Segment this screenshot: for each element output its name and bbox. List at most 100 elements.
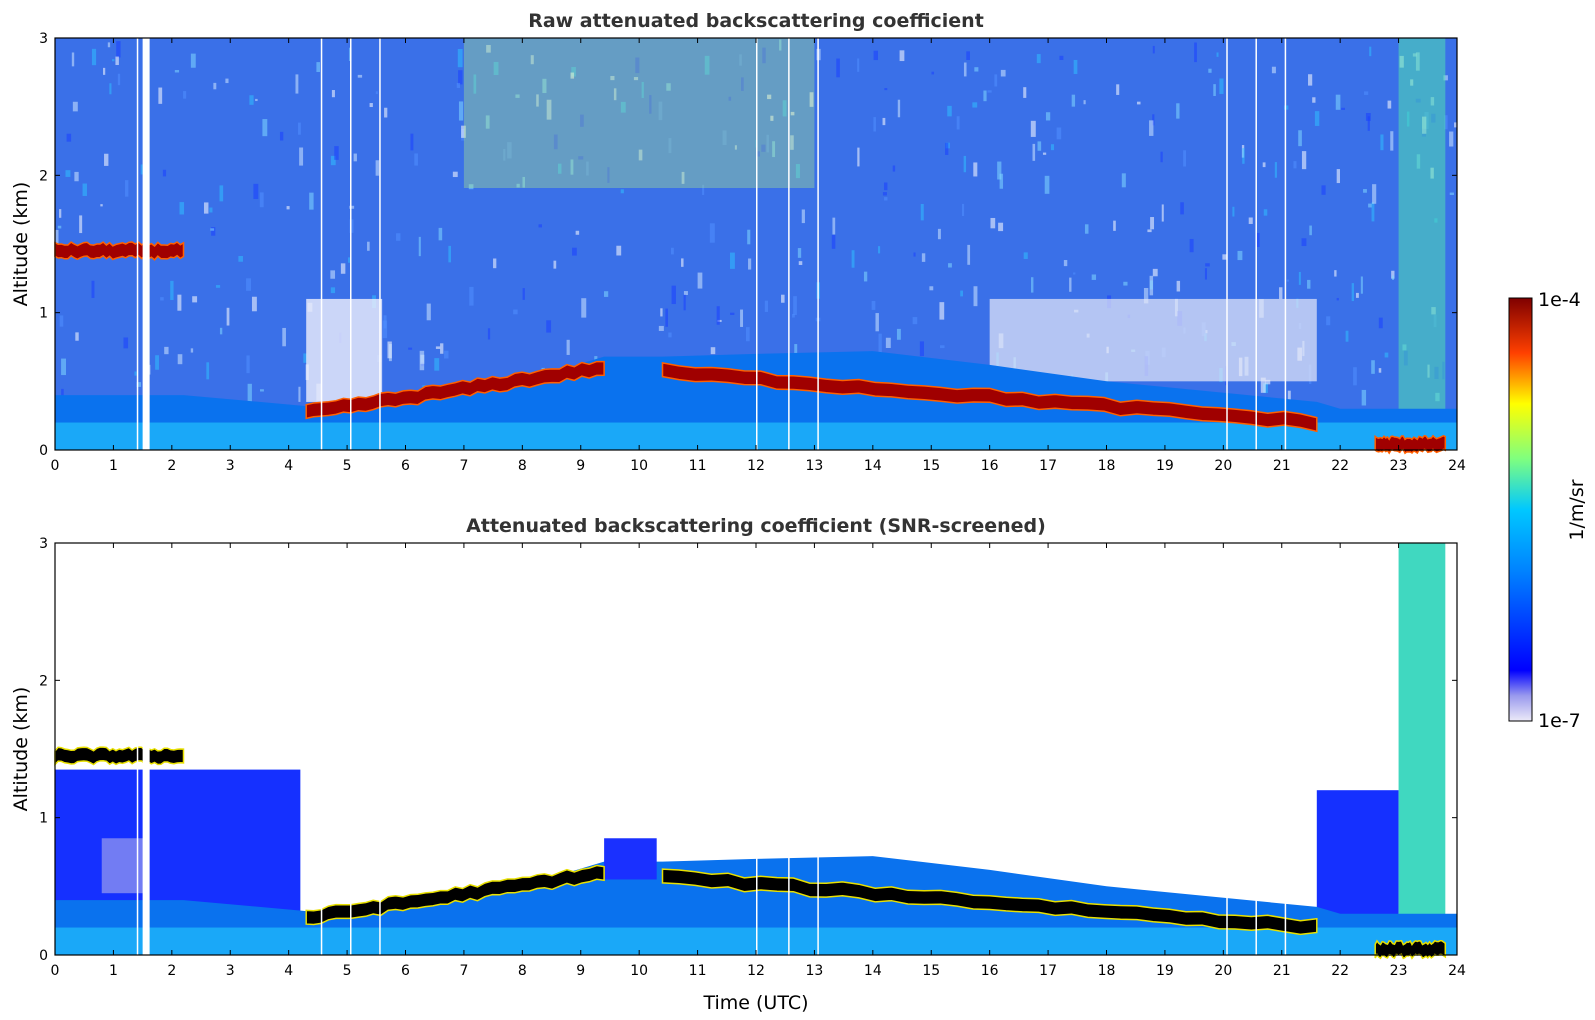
- x-tick-label: 8: [518, 458, 527, 474]
- noise-speck: [709, 223, 715, 243]
- noise-speck: [990, 217, 996, 229]
- noise-speck: [1444, 115, 1448, 130]
- noise-speck: [1084, 224, 1089, 234]
- noise-speck: [973, 286, 978, 307]
- noise-speck: [1161, 204, 1164, 222]
- noise-speck: [299, 147, 304, 166]
- noise-speck: [82, 183, 87, 196]
- noise-speck: [115, 56, 119, 66]
- x-tick-label: 1: [109, 458, 118, 474]
- noise-speck: [1063, 260, 1068, 267]
- x-tick-label: 15: [922, 963, 940, 979]
- noise-speck: [1113, 220, 1116, 231]
- noise-speck: [1037, 141, 1042, 151]
- noise-speck: [1360, 276, 1363, 294]
- noise-speck: [641, 81, 644, 98]
- noise-speck: [948, 263, 952, 268]
- noise-speck: [913, 252, 916, 257]
- noise-speck: [883, 182, 888, 191]
- noise-speck: [160, 297, 164, 301]
- noise-speck: [1044, 175, 1050, 194]
- data-gap: [136, 38, 139, 450]
- x-tick-label: 0: [51, 963, 60, 979]
- noise-speck: [581, 298, 587, 318]
- data-gap: [379, 543, 381, 955]
- data-gap: [1284, 38, 1287, 450]
- noise-speck: [1274, 162, 1277, 178]
- x-tick-label: 0: [51, 458, 60, 474]
- noise-speck: [553, 134, 558, 150]
- noise-speck: [211, 227, 216, 236]
- noise-speck: [728, 96, 732, 101]
- noise-speck: [1000, 69, 1006, 77]
- noise-speck: [418, 236, 421, 257]
- x-tick-label: 10: [630, 458, 648, 474]
- clear-zone: [989, 298, 1317, 382]
- noise-speck: [570, 72, 575, 79]
- noise-speck: [998, 222, 1004, 232]
- noise-speck: [897, 99, 901, 118]
- noise-speck: [162, 169, 167, 177]
- noise-speck: [1387, 100, 1392, 109]
- x-tick-label: 23: [1390, 963, 1408, 979]
- noise-speck: [164, 346, 169, 355]
- x-tick-label: 12: [747, 963, 765, 979]
- noise-speck: [670, 247, 674, 255]
- noise-speck: [125, 180, 129, 197]
- x-tick-label: 2: [167, 963, 176, 979]
- noise-speck: [761, 144, 766, 152]
- noise-speck: [179, 202, 185, 215]
- x-tick-label: 7: [459, 963, 468, 979]
- y-tick-label: 1: [39, 306, 48, 322]
- noise-speck: [668, 332, 672, 338]
- colorbar: 1e-4 1e-7 1/m/sr: [1508, 289, 1588, 732]
- noise-speck: [1312, 97, 1316, 103]
- noise-speck: [206, 362, 210, 380]
- x-tick-label: 3: [226, 963, 235, 979]
- noise-speck: [610, 75, 615, 81]
- noise-speck: [702, 184, 705, 195]
- noise-speck: [613, 88, 617, 101]
- noise-speck: [457, 49, 463, 68]
- noise-speck: [633, 77, 639, 81]
- x-tick-label: 1: [109, 963, 118, 979]
- noise-speck: [238, 255, 243, 262]
- noise-speck: [461, 125, 466, 138]
- noise-speck: [1286, 279, 1289, 282]
- cloud-layer-3: [1374, 939, 1447, 960]
- noise-speck: [103, 67, 106, 75]
- noise-speck: [426, 303, 431, 321]
- x-tick-label: 9: [576, 458, 585, 474]
- data-gap: [1226, 38, 1228, 450]
- noise-speck: [384, 107, 388, 118]
- x-tick-label: 19: [1156, 458, 1174, 474]
- noise-speck: [1298, 130, 1302, 147]
- cloud-layer-2: [661, 362, 1318, 433]
- noise-speck: [493, 61, 499, 75]
- data-gap: [1226, 543, 1228, 955]
- noise-speck: [1384, 352, 1389, 358]
- noise-speck: [1242, 148, 1245, 164]
- noise-speck: [756, 151, 760, 157]
- noise-speck: [440, 343, 444, 354]
- noise-speck: [226, 307, 230, 326]
- x-tick-label: 17: [1039, 963, 1057, 979]
- noise-speck: [1287, 390, 1291, 405]
- noise-speck: [116, 41, 121, 58]
- noise-speck: [1293, 161, 1297, 169]
- noise-speck: [1368, 203, 1372, 208]
- noise-speck: [1180, 202, 1184, 215]
- noise-speck: [1069, 277, 1072, 292]
- noise-speck: [438, 227, 443, 241]
- noise-speck: [1071, 94, 1076, 107]
- midday-noise-region: [463, 38, 815, 188]
- noise-speck: [665, 308, 668, 327]
- noise-speck: [1371, 202, 1375, 222]
- noise-speck: [485, 115, 490, 129]
- noise-speck: [1301, 238, 1307, 247]
- noise-speck: [764, 300, 769, 312]
- noise-speck: [572, 247, 577, 256]
- noise-speck: [215, 285, 221, 288]
- noise-speck: [340, 263, 346, 274]
